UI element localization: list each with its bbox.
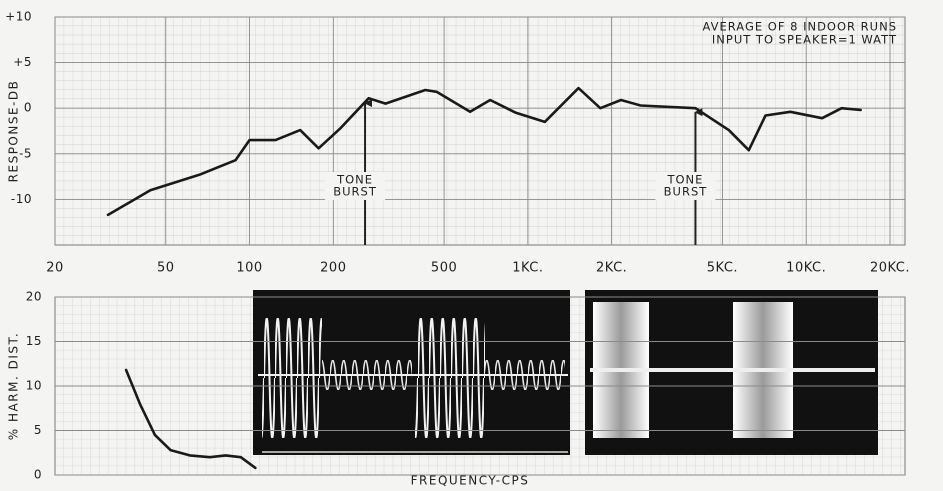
y-axis-title: % HARM. DIST.: [7, 332, 21, 440]
x-tick-label: 100: [236, 261, 262, 276]
x-tick-label: 10KC.: [786, 261, 826, 276]
y-tick-label: 20: [26, 290, 42, 304]
burst: [262, 318, 322, 438]
chart: +10+50-5-1020501002005001KC.2KC.5KC.10KC…: [0, 0, 943, 487]
x-tick-label: 20: [46, 261, 64, 276]
x-tick-label: 50: [157, 261, 175, 276]
x-tick-label: 200: [320, 261, 346, 276]
annotation-text: BURST: [664, 185, 708, 199]
page: +10+50-5-1020501002005001KC.2KC.5KC.10KC…: [0, 0, 943, 491]
note: AVERAGE OF 8 INDOOR RUNS: [703, 20, 898, 34]
x-axis-title: FREQUENCY-CPS: [411, 474, 530, 488]
y-tick-label: +5: [13, 55, 32, 69]
y-tick-label: -10: [11, 192, 32, 206]
plot-area: [55, 17, 905, 245]
annotation-text: BURST: [333, 185, 377, 199]
x-tick-label: 20KC.: [870, 261, 910, 276]
x-tick-label: 1KC.: [512, 261, 543, 276]
x-tick-label: 2KC.: [596, 261, 627, 276]
y-tick-label: 10: [26, 379, 42, 393]
y-tick-label: 15: [26, 334, 42, 348]
y-axis-title: RESPONSE-DB: [7, 80, 21, 183]
note: INPUT TO SPEAKER=1 WATT: [712, 33, 897, 47]
y-tick-label: 5: [34, 423, 42, 437]
y-tick-label: 0: [34, 468, 42, 482]
x-tick-label: 5KC.: [707, 261, 738, 276]
burst: [415, 318, 485, 438]
y-tick-label: +10: [5, 10, 32, 24]
y-tick-label: 0: [24, 101, 32, 115]
x-tick-label: 500: [431, 261, 457, 276]
y-tick-label: -5: [19, 146, 32, 160]
